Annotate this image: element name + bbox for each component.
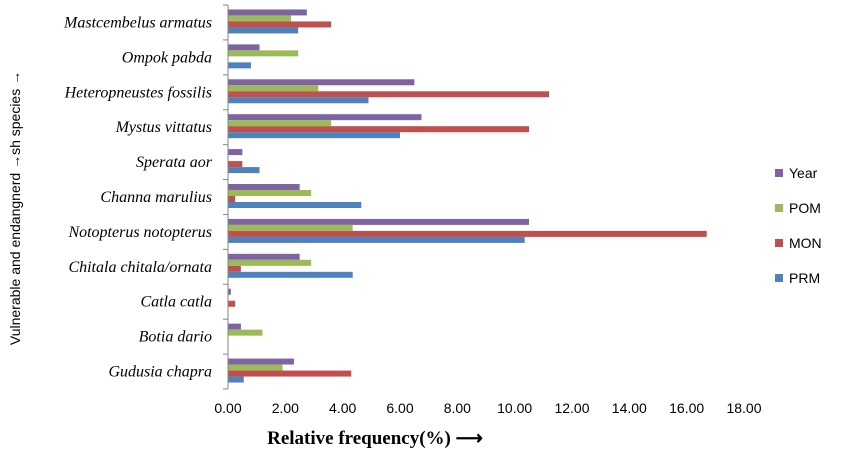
x-tick-label: 6.00 bbox=[386, 400, 413, 416]
bar-year-9 bbox=[228, 323, 241, 330]
bar-mon-6 bbox=[228, 230, 707, 237]
bar-pom-7 bbox=[228, 259, 312, 266]
bar-pom-10 bbox=[228, 364, 283, 371]
legend: Year POM MON PRM bbox=[775, 165, 822, 286]
legend-label-mon: MON bbox=[789, 235, 822, 251]
category-label: Channa marulius bbox=[100, 189, 212, 206]
x-tick-label: 8.00 bbox=[444, 400, 471, 416]
bar-mon-10 bbox=[228, 370, 352, 377]
bar-prm-5 bbox=[228, 202, 362, 208]
legend-swatch-prm bbox=[775, 274, 783, 282]
bar-prm-6 bbox=[228, 236, 525, 243]
x-tick-label: 16.00 bbox=[669, 400, 704, 416]
y-axis-label: Vulnerable and endangnerd →sh species → bbox=[7, 71, 23, 345]
bar-mon-5 bbox=[228, 196, 236, 202]
x-axis-label: Relative frequency(%) ⟶ bbox=[267, 428, 483, 449]
x-tick-label: 18.00 bbox=[726, 400, 761, 416]
bar-pom-5 bbox=[228, 190, 312, 196]
category-label: Notopterus notopterus bbox=[67, 224, 212, 241]
category-labels: Mastcembelus armatus Ompok pabda Heteropne… bbox=[63, 14, 213, 380]
bar-year-4 bbox=[228, 149, 243, 156]
bar-mon-4 bbox=[228, 161, 243, 168]
x-tick-label: 10.00 bbox=[497, 400, 532, 416]
bar-prm-3 bbox=[228, 132, 400, 139]
legend-swatch-year bbox=[775, 169, 783, 177]
legend-swatch-pom bbox=[775, 204, 783, 212]
x-tick-label: 14.00 bbox=[612, 400, 647, 416]
bar-prm-0 bbox=[228, 27, 299, 34]
bar-pom-3 bbox=[228, 120, 332, 127]
x-tick-label: 4.00 bbox=[329, 400, 356, 416]
y-tick-marks bbox=[223, 4, 228, 390]
category-label: Ompok pabda bbox=[122, 49, 212, 66]
legend-label-pom: POM bbox=[789, 200, 821, 216]
x-tick-label: 0.00 bbox=[214, 400, 241, 416]
bar-pom-2 bbox=[228, 85, 319, 92]
x-tick-labels: 0.00 2.00 4.00 6.00 8.00 10.00 12.00 14.00 16.00… bbox=[214, 400, 761, 416]
category-label: Chitala chitala/ornata bbox=[68, 259, 212, 276]
legend-label-prm: PRM bbox=[789, 270, 820, 286]
bar-pom-6 bbox=[228, 224, 353, 231]
bar-prm-4 bbox=[228, 167, 260, 174]
bar-prm-2 bbox=[228, 97, 369, 104]
bar-pom-9 bbox=[228, 329, 263, 336]
bar-year-1 bbox=[228, 44, 260, 51]
bars-group bbox=[228, 9, 707, 383]
bar-year-8 bbox=[228, 288, 231, 295]
category-label: Gudusia chapra bbox=[108, 364, 212, 381]
category-label: Botia dario bbox=[139, 329, 212, 346]
bar-mon-3 bbox=[228, 126, 529, 133]
bar-year-10 bbox=[228, 358, 294, 365]
bar-year-2 bbox=[228, 79, 415, 86]
legend-swatch-mon bbox=[775, 239, 783, 247]
bar-pom-1 bbox=[228, 50, 299, 57]
bar-mon-8 bbox=[228, 300, 236, 307]
bar-year-3 bbox=[228, 114, 422, 121]
bar-year-7 bbox=[228, 253, 300, 260]
bar-mon-2 bbox=[228, 91, 550, 98]
category-label: Heteropneustes fossilis bbox=[64, 84, 212, 101]
x-tick-label: 2.00 bbox=[272, 400, 299, 416]
category-label: Mastcembelus armatus bbox=[63, 14, 212, 31]
legend-label-year: Year bbox=[789, 165, 818, 181]
bar-year-5 bbox=[228, 184, 300, 190]
x-tick-label: 12.00 bbox=[554, 400, 589, 416]
category-label: Mystus vittatus bbox=[115, 119, 212, 136]
bar-prm-10 bbox=[228, 376, 244, 383]
bar-year-0 bbox=[228, 9, 307, 16]
bar-mon-0 bbox=[228, 21, 332, 28]
bar-prm-7 bbox=[228, 271, 353, 278]
bar-prm-1 bbox=[228, 62, 251, 69]
bar-pom-0 bbox=[228, 15, 292, 22]
category-label: Catla catla bbox=[140, 294, 212, 311]
category-label: Sperata aor bbox=[136, 154, 213, 171]
bar-year-6 bbox=[228, 218, 529, 225]
bar-mon-7 bbox=[228, 265, 241, 272]
